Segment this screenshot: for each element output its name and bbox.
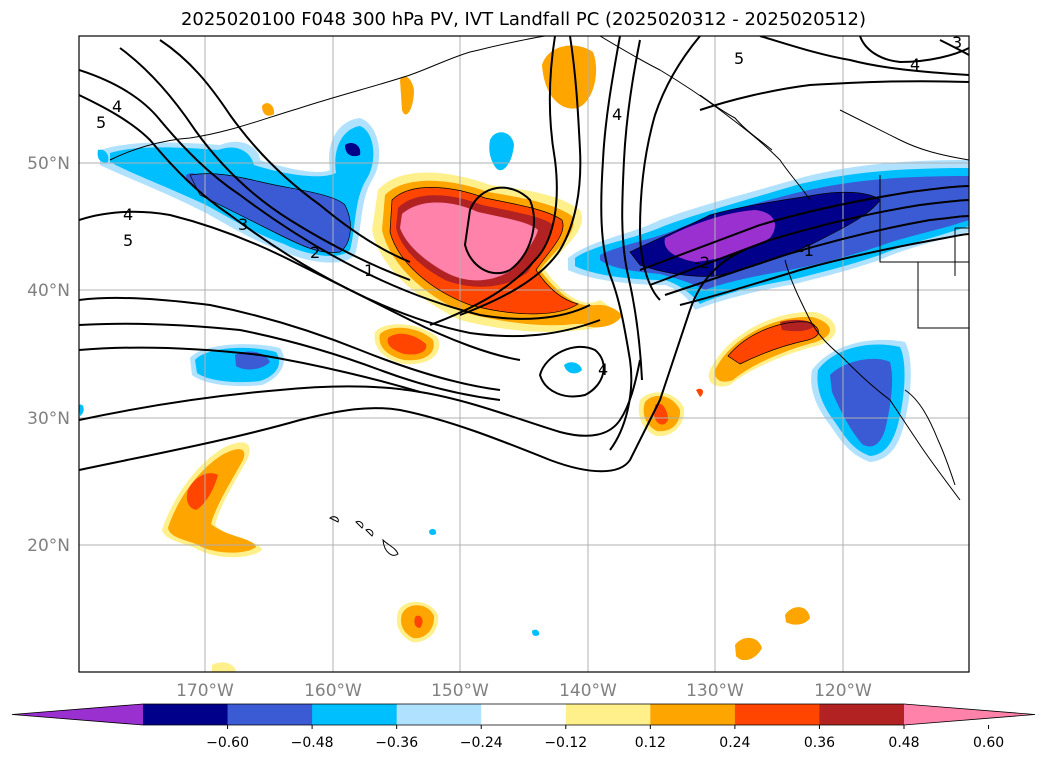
contour-label: 1 [364,261,374,280]
colorbar-tick-label: −0.60 [206,735,249,751]
colorbar-tick-label: −0.24 [460,735,503,751]
colorbar-tick-label: 0.24 [719,735,750,751]
colorbar-bin [734,704,820,725]
colorbar-bin [312,704,398,725]
contour-label: 4 [112,97,122,116]
colorbar-tick-label: 0.36 [804,735,835,751]
colorbar-bin [227,704,313,725]
colorbar-tick-label: 0.12 [635,735,666,751]
contour-label: 5 [123,231,133,250]
colorbar-tick-label: −0.36 [375,735,418,751]
map-gridlines [79,36,969,672]
lon-label: 140°W [559,681,617,701]
latitude-labels: 50°N 40°N 30°N 20°N [27,154,70,556]
contour-label: -1 [798,241,814,260]
positive-anomaly-north [542,45,597,109]
colorbar-bin [481,704,567,725]
lat-label: 50°N [27,154,70,174]
lon-label: 130°W [686,681,744,701]
map-frame [78,35,970,673]
colorbar-extend-min [12,704,143,725]
colorbar-bin [143,704,229,725]
lon-label: 170°W [176,681,234,701]
colorbar-tick-label: −0.12 [544,735,587,751]
lat-label: 20°N [27,536,70,556]
lon-label: 120°W [814,681,872,701]
colorbar-tick-label: 0.48 [888,735,919,751]
contour-label: -2 [694,253,710,272]
colorbar-tick-label: −0.48 [291,735,334,751]
longitude-labels: 170°W 160°W 150°W 140°W 130°W 120°W [176,681,872,701]
contour-label: 3 [238,215,248,234]
contour-label: 4 [910,55,920,74]
contour-label: 3 [952,33,962,52]
colorbar-bin [650,704,736,725]
map-title: 2025020100 F048 300 hPa PV, IVT Landfall… [180,9,867,30]
colorbar-extend-max [904,704,1035,725]
pv-contours [79,36,969,473]
colorbar-bin [396,704,482,725]
colorbar-bin [819,704,905,725]
contour-label: 4 [123,205,133,224]
colorbar-bin [565,704,651,725]
contour-label: 4 [598,360,608,379]
lon-label: 150°W [431,681,489,701]
colorbar: −0.60 −0.48 −0.36 −0.24 −0.12 0.12 0.24 0.36 0.4… [11,703,1036,751]
contour-label: 5 [96,113,106,132]
lat-label: 30°N [27,409,70,429]
coastlines [109,36,969,556]
colorbar-outline [11,703,1036,726]
contour-label: 5 [734,49,744,68]
lon-label: 160°W [304,681,362,701]
pc-contour-outlines [189,173,881,365]
contour-label: 4 [612,105,622,124]
lat-label: 40°N [27,281,70,301]
colorbar-tick-label: 0.60 [973,735,1004,751]
map-plot-area: 5 4 3 2 1 4 5 4 5 4 -2 -1 4 3 [79,33,969,672]
pv-contour-labels: 5 4 3 2 1 4 5 4 5 4 -2 -1 4 3 [96,33,962,379]
contour-label: 2 [310,243,320,262]
